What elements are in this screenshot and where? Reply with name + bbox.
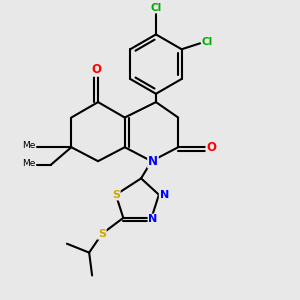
Text: S: S [112, 190, 120, 200]
Text: Cl: Cl [202, 37, 213, 47]
Text: Me: Me [22, 141, 36, 150]
Text: O: O [92, 63, 102, 76]
Text: Me: Me [22, 159, 36, 168]
Text: S: S [98, 229, 106, 239]
Text: N: N [160, 190, 169, 200]
Text: O: O [206, 141, 216, 154]
Text: N: N [148, 155, 158, 168]
Text: N: N [148, 214, 158, 224]
Text: Cl: Cl [150, 3, 162, 13]
